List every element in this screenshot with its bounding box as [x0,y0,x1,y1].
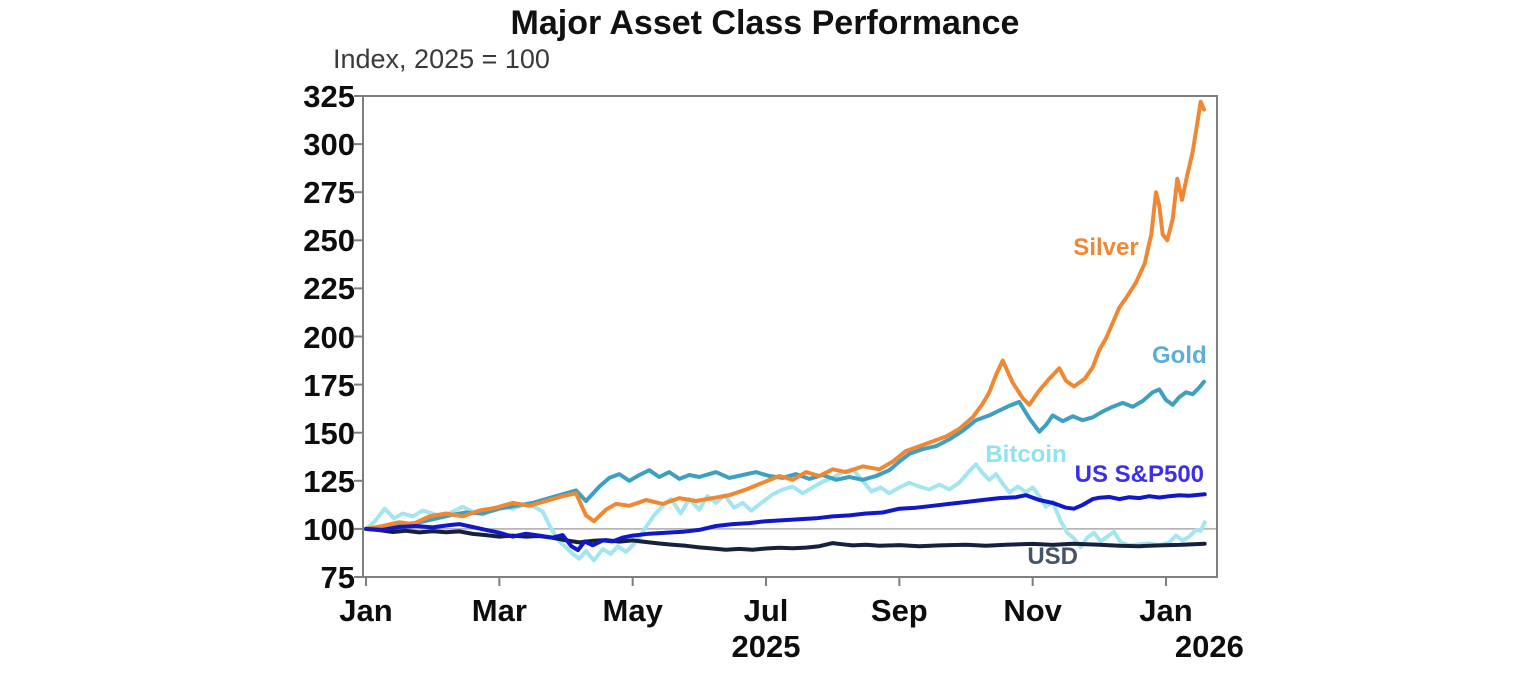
series-label-us-sp500: US S&P500 [1074,461,1205,489]
series-label-usd: USD [1027,542,1078,570]
chart-subtitle: Index, 2025 = 100 [333,44,550,74]
series-label-bitcoin: Bitcoin [985,440,1067,468]
y-tick-label: 325 [303,79,355,114]
y-tick-label: 200 [303,319,355,355]
x-tick-label: Sep [870,593,928,628]
y-tick-label: 300 [303,127,355,163]
x-tick-label: Jan [339,593,393,628]
series-line-usd [364,526,1207,552]
x-tick-label: Jul [743,593,789,628]
x-tick-label: Mar [471,593,527,628]
chart-title: Major Asset Class Performance [510,4,1020,42]
series-line-gold [364,379,1206,531]
plot-frame [362,95,1218,578]
y-tick-label: 100 [303,511,355,547]
x-axis-year-label: 2026 [1174,629,1244,664]
y-tick-label: 275 [303,175,355,211]
series-line-us-s-p500 [364,492,1207,553]
x-tick-label: Jan [1139,593,1193,628]
x-tick-label: Nov [1003,593,1062,628]
y-tick-label: 150 [303,415,355,451]
x-axis-year-label: 2025 [731,629,801,664]
series-line-silver [364,99,1206,531]
series-label-gold: Gold [1152,341,1207,369]
y-tick-label: 225 [303,271,355,307]
y-tick-label: 175 [303,367,355,403]
series-label-silver: Silver [1073,233,1139,261]
y-tick-label: 250 [303,223,355,259]
x-tick-label: May [602,593,663,628]
y-tick-label: 75 [320,560,355,595]
y-tick-label: 125 [303,463,355,499]
